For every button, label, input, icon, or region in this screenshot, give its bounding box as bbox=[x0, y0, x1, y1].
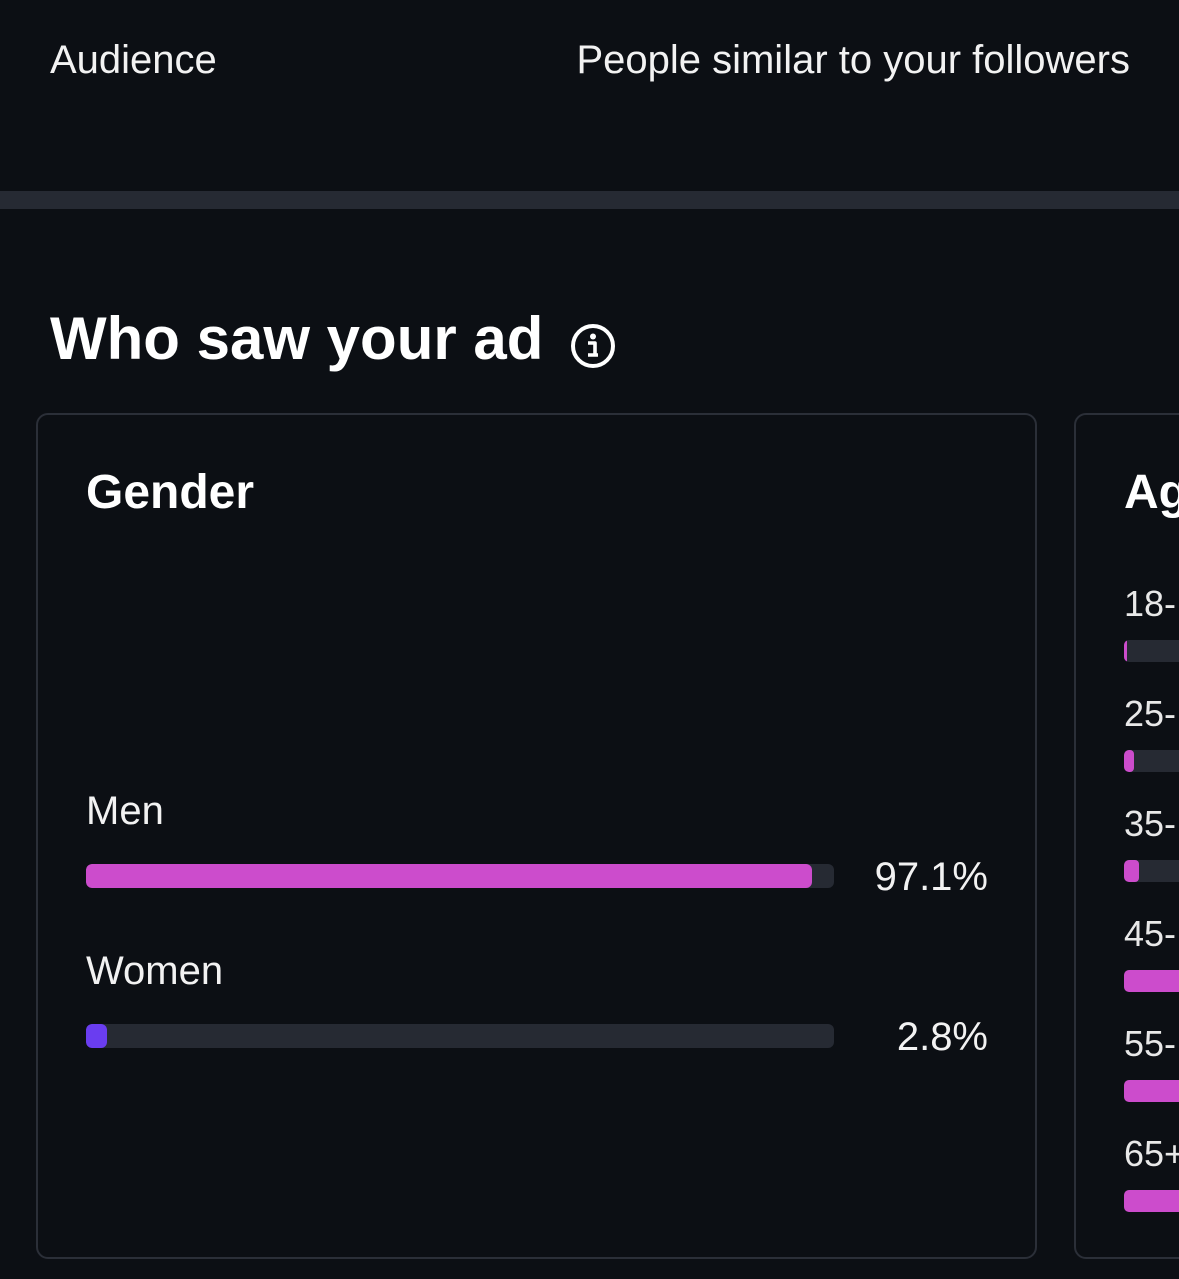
gender-bar-women bbox=[86, 1024, 834, 1048]
age-bar bbox=[1124, 970, 1179, 992]
age-bar-fill bbox=[1124, 860, 1139, 882]
info-icon[interactable] bbox=[569, 315, 617, 368]
audience-row: Audience People similar to your follower… bbox=[0, 0, 1179, 190]
gender-label-women: Women bbox=[86, 949, 224, 993]
age-label: 35- bbox=[1124, 803, 1177, 844]
gender-bar-men bbox=[86, 864, 834, 888]
audience-label: Audience bbox=[50, 38, 217, 82]
age-bar bbox=[1124, 640, 1179, 662]
section-title-text: Who saw your ad bbox=[50, 305, 544, 372]
age-bar-fill bbox=[1124, 1190, 1179, 1212]
gender-percent-women: 2.8% bbox=[896, 1015, 988, 1059]
audience-value: People similar to your followers bbox=[576, 38, 1130, 82]
age-bar-fill bbox=[1124, 640, 1127, 662]
gender-bar-fill-women bbox=[86, 1024, 107, 1048]
age-bar bbox=[1124, 750, 1179, 772]
age-bar-fill bbox=[1124, 970, 1179, 992]
gender-label-men: Men bbox=[86, 789, 164, 833]
age-card: Ag 18- 25- 35- 45- 55- 65+ bbox=[1074, 413, 1179, 1259]
age-card-title: Ag bbox=[1124, 466, 1179, 519]
section-title: Who saw your ad bbox=[50, 304, 617, 373]
age-label: 55- bbox=[1124, 1023, 1177, 1064]
age-label: 18- bbox=[1124, 583, 1177, 624]
section-divider bbox=[0, 191, 1179, 209]
age-bar bbox=[1124, 1080, 1179, 1102]
gender-bar-fill-men bbox=[86, 864, 813, 888]
gender-percent-men: 97.1% bbox=[874, 855, 988, 899]
age-bar-fill bbox=[1124, 750, 1134, 772]
age-bar-fill bbox=[1124, 1080, 1179, 1102]
age-bar bbox=[1124, 860, 1179, 882]
age-bar bbox=[1124, 1190, 1179, 1212]
age-label: 45- bbox=[1124, 913, 1177, 954]
gender-card: Gender Men 97.1% Women 2.8% bbox=[36, 413, 1037, 1259]
age-label: 65+ bbox=[1124, 1133, 1179, 1174]
gender-card-title: Gender bbox=[86, 466, 255, 519]
age-label: 25- bbox=[1124, 693, 1177, 734]
